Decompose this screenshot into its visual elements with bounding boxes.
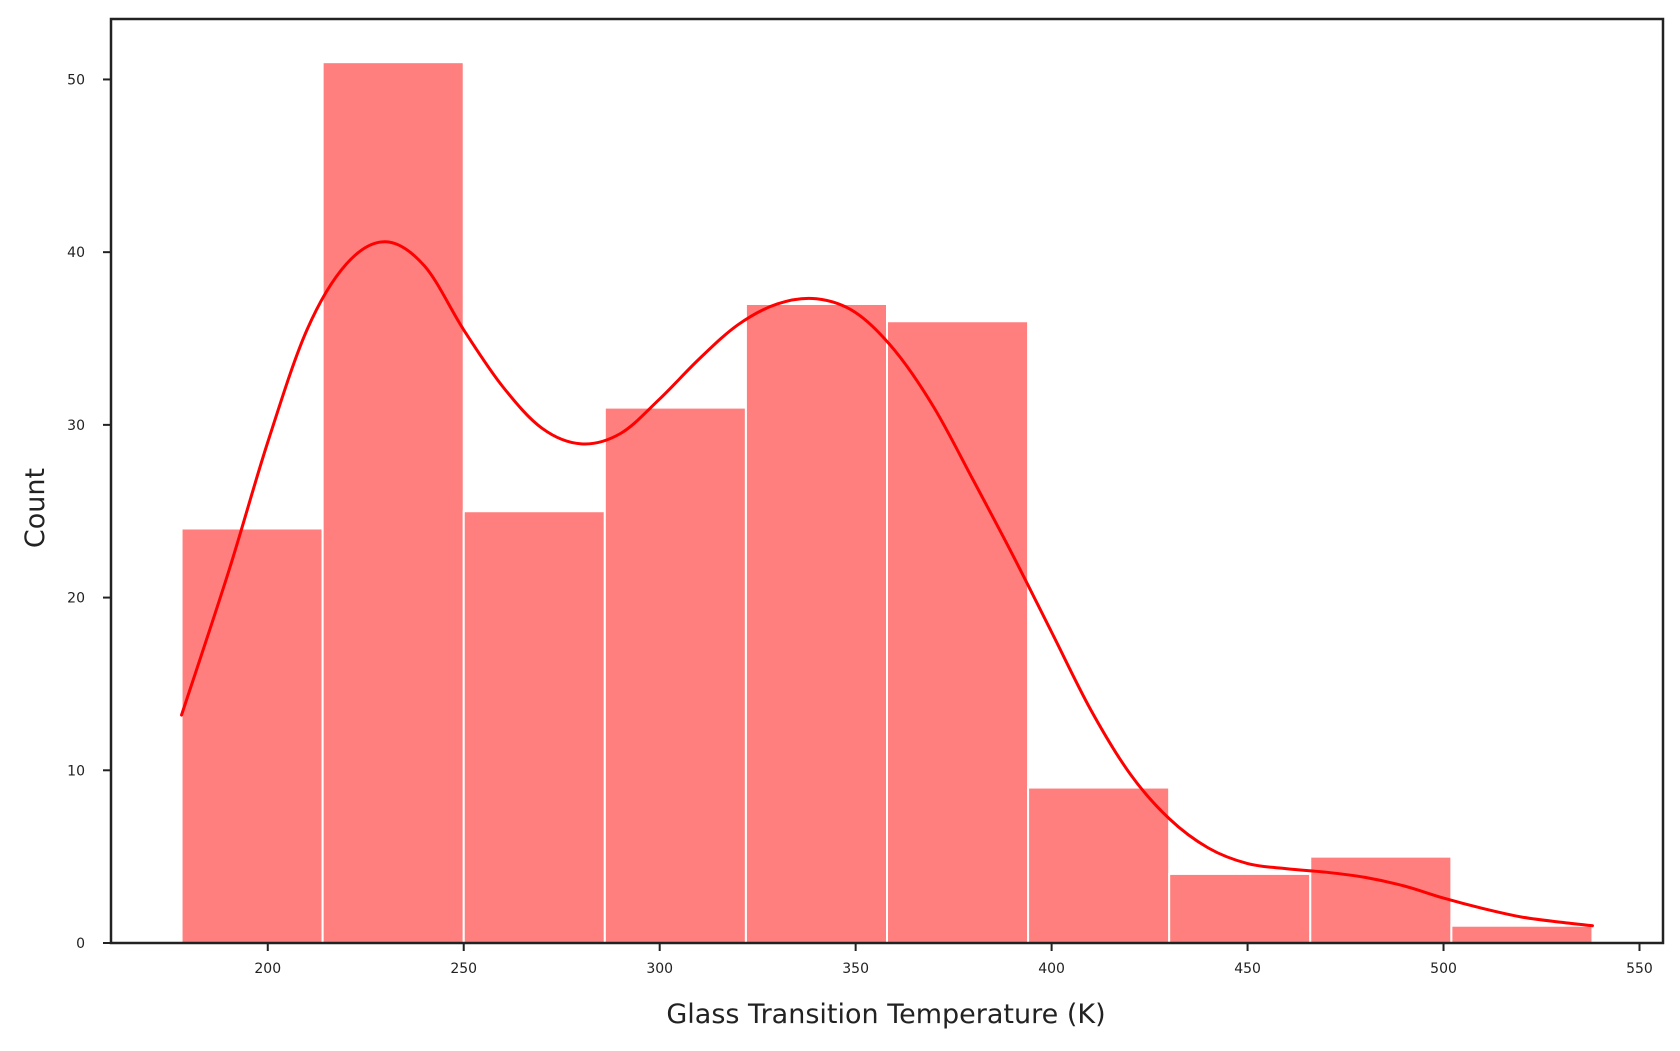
- y-tick-label-20: 20: [67, 591, 85, 607]
- y-tick-label-30: 30: [67, 418, 85, 434]
- plot-frame: [109, 17, 1665, 945]
- histogram-bar-7: [1168, 872, 1312, 945]
- bars-layer: [180, 61, 1594, 945]
- y-tick-label-40: 40: [67, 245, 85, 261]
- y-tick-label-10: 10: [67, 763, 85, 779]
- y-axis-ticks: 0 10 20 30 40 50: [67, 72, 111, 952]
- x-tick-label-300: 300: [646, 961, 673, 977]
- x-tick-label-350: 350: [842, 961, 869, 977]
- y-axis-title: Count: [20, 468, 51, 548]
- histogram-bar-0: [180, 527, 324, 944]
- x-tick-label-250: 250: [450, 961, 477, 977]
- histogram-bar-6: [1027, 786, 1171, 944]
- x-axis-title: Glass Transition Temperature (K): [666, 999, 1105, 1030]
- histogram-bar-4: [744, 302, 889, 944]
- x-tick-label-200: 200: [254, 961, 281, 977]
- y-tick-label-50: 50: [67, 72, 85, 88]
- histogram-bar-2: [462, 510, 606, 944]
- x-tick-label-450: 450: [1234, 961, 1261, 977]
- histogram-bar-8: [1309, 855, 1453, 944]
- histogram-bar-3: [603, 406, 747, 944]
- x-tick-label-500: 500: [1430, 961, 1457, 977]
- kde-curve: [180, 240, 1594, 928]
- x-axis-ticks: 200 250 300 350 400 450 500 550: [254, 943, 1653, 977]
- histogram-bar-9: [1450, 924, 1594, 944]
- y-tick-label-0: 0: [76, 936, 85, 952]
- histogram-bar-1: [321, 61, 465, 945]
- x-tick-label-400: 400: [1038, 961, 1065, 977]
- x-tick-label-550: 550: [1626, 961, 1653, 977]
- kde-layer: [180, 240, 1594, 928]
- histogram-bar-5: [886, 320, 1030, 944]
